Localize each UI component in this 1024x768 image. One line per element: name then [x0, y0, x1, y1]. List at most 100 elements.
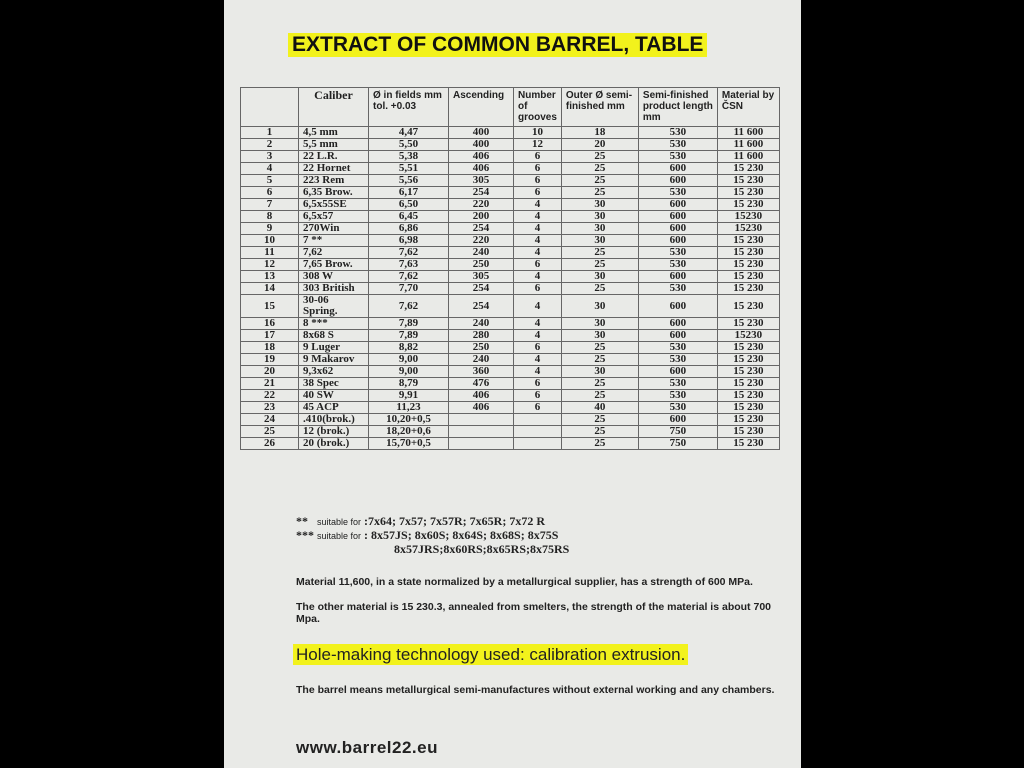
- table-cell: 600: [637, 329, 718, 342]
- table-cell: 254: [448, 294, 514, 318]
- table-cell: 254: [448, 282, 514, 295]
- table-cell: 303 British: [298, 282, 369, 295]
- table-cell: 530: [637, 138, 718, 151]
- table-cell: 600: [637, 365, 718, 378]
- table-cell: 4,5 mm: [298, 126, 369, 139]
- table-row: 9 270Win 6,86 254 4 30 600 15230: [240, 222, 780, 235]
- table-cell: 13: [240, 270, 299, 283]
- table-cell: 6,50: [368, 198, 449, 211]
- table-row: 3 22 L.R. 5,38 406 6 25 530 11 600: [240, 150, 780, 163]
- footnote-text: :7x64; 7x57; 7x57R; 7x65R; 7x72 R: [364, 514, 546, 528]
- table-cell: 5: [240, 174, 299, 187]
- table-cell: 406: [448, 401, 514, 414]
- table-cell: 6,98: [368, 234, 449, 247]
- table-row: 1 4,5 mm 4,47 400 10 18 530 11 600: [240, 126, 780, 139]
- table-cell: 530: [637, 186, 718, 199]
- table-cell: 10,20+0,5: [368, 413, 449, 426]
- table-cell: 7,62: [368, 294, 449, 318]
- table-row: 18 9 Luger 8,82 250 6 25 530 15 230: [240, 341, 780, 354]
- material-text-1: Material 11,600, in a state normalized b…: [296, 576, 753, 588]
- table-row: 17 8x68 S 7,89 280 4 30 600 15230: [240, 329, 780, 342]
- table-cell: 2: [240, 138, 299, 151]
- column-header: Outer Ø semi-finished mm: [560, 87, 639, 127]
- table-cell: 3: [240, 150, 299, 163]
- table-cell: 7,65 Brow.: [298, 258, 369, 271]
- table-cell: 7,63: [368, 258, 449, 271]
- table-cell: 400: [448, 138, 514, 151]
- table-cell: 7,89: [368, 317, 449, 330]
- table-cell: 19: [240, 353, 299, 366]
- table-cell: 6: [513, 258, 562, 271]
- table-cell: 7,62: [368, 270, 449, 283]
- table-cell: 6: [513, 341, 562, 354]
- table-cell: 1: [240, 126, 299, 139]
- table-cell: 23: [240, 401, 299, 414]
- table-cell: 750: [637, 437, 718, 450]
- table-cell: 6: [240, 186, 299, 199]
- table-cell: 5,51: [368, 162, 449, 175]
- table-cell: 14: [240, 282, 299, 295]
- table-cell: 9,91: [368, 389, 449, 402]
- table-cell: 6,17: [368, 186, 449, 199]
- table-cell: 22: [240, 389, 299, 402]
- table-cell: 18,20+0,6: [368, 425, 449, 438]
- table-cell: 15 230: [716, 258, 780, 271]
- table-row: 25 12 (brok.) 18,20+0,6 25 750 15 230: [240, 425, 780, 438]
- table-cell: 4: [513, 210, 562, 223]
- table-row: 20 9,3x62 9,00 360 4 30 600 15 230: [240, 365, 780, 378]
- table-cell: 30: [560, 210, 639, 223]
- table-cell: 6: [513, 174, 562, 187]
- table-cell: [448, 437, 514, 450]
- table-cell: 530: [637, 246, 718, 259]
- table-cell: 4: [240, 162, 299, 175]
- table-cell: 25: [560, 186, 639, 199]
- table-cell: 223 Rem: [298, 174, 369, 187]
- table-cell: 600: [637, 210, 718, 223]
- table-cell: 270Win: [298, 222, 369, 235]
- table-cell: 6: [513, 186, 562, 199]
- table-cell: 6,5x55SE: [298, 198, 369, 211]
- table-cell: 4: [513, 329, 562, 342]
- table-cell: 240: [448, 353, 514, 366]
- table-row: 12 7,65 Brow. 7,63 250 6 25 530 15 230: [240, 258, 780, 271]
- table-cell: [513, 425, 562, 438]
- table-cell: [448, 425, 514, 438]
- table-cell: 530: [637, 282, 718, 295]
- table-cell: 6: [513, 282, 562, 295]
- table-cell: 4: [513, 198, 562, 211]
- table-cell: 750: [637, 425, 718, 438]
- table-cell: 25: [560, 389, 639, 402]
- table-cell: 360: [448, 365, 514, 378]
- column-header: Caliber: [298, 87, 369, 127]
- table-cell: 30: [560, 234, 639, 247]
- table-cell: 600: [637, 174, 718, 187]
- table-cell: 4: [513, 234, 562, 247]
- table-cell: 406: [448, 162, 514, 175]
- table-row: 4 22 Hornet 5,51 406 6 25 600 15 230: [240, 162, 780, 175]
- table-cell: 240: [448, 317, 514, 330]
- table-cell: 15 230: [716, 246, 780, 259]
- footnote-text: : 8x57JS; 8x60S; 8x64S; 8x68S; 8x75S: [364, 528, 559, 542]
- table-cell: 25: [560, 258, 639, 271]
- table-cell: 8: [240, 210, 299, 223]
- table-cell: 10: [240, 234, 299, 247]
- table-cell: 600: [637, 413, 718, 426]
- table-cell: 7,62: [298, 246, 369, 259]
- table-cell: 25: [560, 341, 639, 354]
- table-cell: 40 SW: [298, 389, 369, 402]
- table-cell: 25: [560, 413, 639, 426]
- table-cell: 6: [513, 162, 562, 175]
- table-row: 16 8 *** 7,89 240 4 30 600 15 230: [240, 317, 780, 330]
- table-cell: 38 Spec: [298, 377, 369, 390]
- footnote-label: suitable for: [317, 517, 362, 527]
- footnote-label: suitable for: [317, 531, 362, 541]
- table-cell: 12: [513, 138, 562, 151]
- table-cell: 5,5 mm: [298, 138, 369, 151]
- material-text-2: The other material is 15 230.3, annealed…: [296, 601, 771, 625]
- table-cell: 254: [448, 186, 514, 199]
- table-cell: 20 (brok.): [298, 437, 369, 450]
- table-cell: 240: [448, 246, 514, 259]
- table-row: 6 6,35 Brow. 6,17 254 6 25 530 15 230: [240, 186, 780, 199]
- table-cell: 45 ACP: [298, 401, 369, 414]
- table-cell: 15 230: [716, 270, 780, 283]
